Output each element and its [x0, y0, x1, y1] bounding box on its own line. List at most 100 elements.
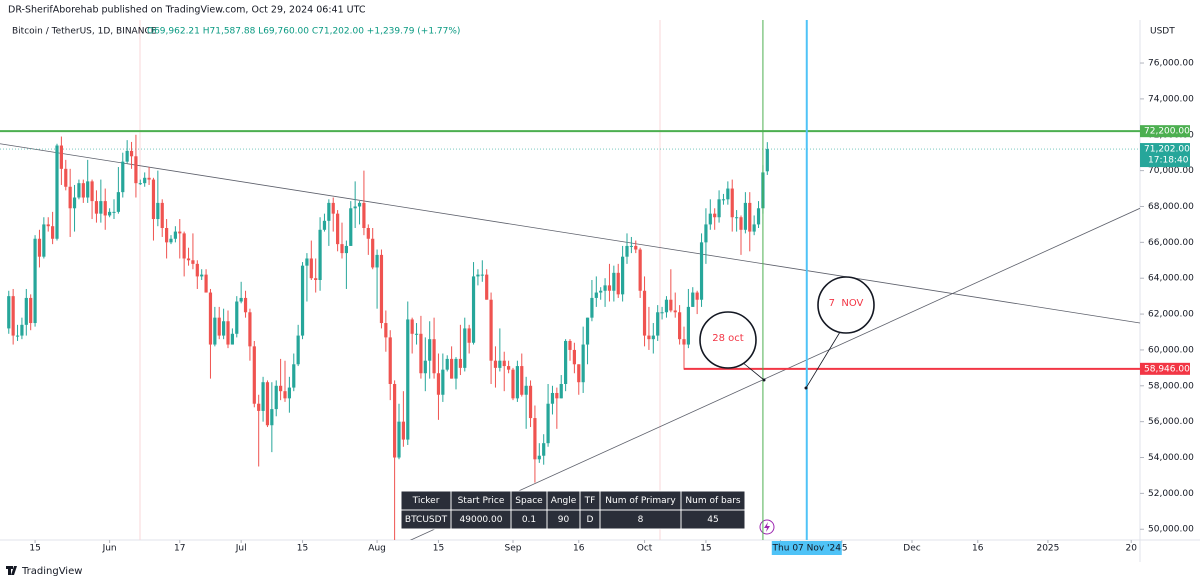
candle-body: [362, 202, 366, 228]
candle-body: [204, 274, 208, 293]
candle-body: [678, 312, 682, 340]
y-tick-label: 62,000.00: [1148, 310, 1194, 320]
y-tick-label: 66,000.00: [1148, 238, 1194, 248]
candle-body: [195, 263, 199, 277]
candle-body: [397, 421, 401, 458]
candle-body: [296, 335, 300, 365]
x-tick-label: 2025: [1036, 544, 1059, 554]
date-label-box: [771, 541, 842, 555]
candle-body: [143, 177, 147, 184]
countdown-label: 17:18:40: [1148, 156, 1189, 166]
candle-body: [222, 321, 226, 336]
candle-body: [318, 229, 322, 280]
candle-body: [752, 224, 756, 232]
callout-text: 7 NOV: [829, 298, 864, 309]
candle-body: [704, 224, 708, 243]
candle-body: [432, 339, 436, 374]
candle-body: [349, 208, 353, 246]
candle-body: [467, 328, 471, 343]
candle-body: [507, 366, 511, 370]
candle-body: [625, 245, 629, 257]
candle-body: [638, 249, 642, 291]
candle-body: [629, 245, 633, 247]
candle-body: [7, 296, 11, 329]
candle-body: [344, 245, 348, 254]
candle-body: [450, 358, 454, 379]
candle-body: [594, 292, 598, 298]
candle-body: [134, 156, 138, 184]
x-tick-label: 16: [573, 544, 585, 554]
candle-body: [77, 183, 81, 198]
candle-body: [612, 272, 616, 291]
candle-body: [406, 319, 410, 440]
candle-body: [300, 265, 305, 336]
y-tick-label: 70,000.00: [1148, 166, 1194, 176]
candle-body: [129, 150, 134, 157]
candle-body: [292, 364, 296, 388]
candle-body: [414, 333, 419, 335]
table-text: 90: [558, 515, 570, 525]
table-text: 0.1: [522, 515, 536, 525]
callout-pointer: [741, 361, 765, 381]
table-text: Num of bars: [685, 496, 741, 506]
candle-body: [46, 224, 50, 227]
candle-body: [651, 335, 655, 340]
y-tick-label: 58,000.00: [1148, 381, 1194, 391]
y-tick-label: 52,000.00: [1148, 489, 1194, 499]
candle-body: [11, 296, 15, 336]
candle-body: [480, 274, 484, 276]
y-tick-label: 76,000.00: [1148, 59, 1194, 69]
candle-body: [353, 206, 357, 209]
candle-body: [555, 392, 559, 399]
candle-body: [699, 242, 704, 300]
x-tick-label: Oct: [637, 544, 653, 554]
candle-body: [178, 231, 182, 234]
candle-body: [274, 385, 278, 410]
candle-body: [248, 312, 252, 347]
candle-body: [533, 418, 537, 460]
candle-body: [743, 202, 747, 230]
candle-body: [493, 360, 498, 368]
candle-body: [37, 238, 42, 257]
candle-body: [64, 168, 68, 187]
candle-body: [217, 317, 221, 336]
trend-line: [0, 143, 1140, 324]
table-text: TF: [584, 496, 596, 506]
candle-body: [463, 328, 467, 368]
candle-body: [147, 177, 151, 180]
x-tick-label: Jun: [102, 544, 117, 554]
candle-body: [208, 292, 213, 345]
candle-body: [252, 346, 256, 404]
candle-body: [647, 335, 651, 340]
candle-body: [68, 186, 72, 209]
y-tick-label: 68,000.00: [1148, 202, 1194, 212]
candle-body: [577, 364, 581, 383]
candle-body: [230, 333, 234, 345]
candle-body: [673, 310, 677, 313]
candle-body: [86, 181, 90, 198]
candle-body: [327, 202, 331, 221]
candle-body: [485, 274, 489, 300]
candle-body: [454, 358, 458, 379]
y-tick-label: 64,000.00: [1148, 274, 1194, 284]
candle-body: [419, 333, 423, 374]
candle-body: [283, 391, 287, 399]
table-text: 45: [707, 515, 718, 525]
candle-body: [90, 181, 94, 202]
candle-body: [502, 360, 506, 367]
candle-body: [384, 323, 388, 338]
candle-body: [340, 244, 344, 254]
candle-body: [528, 385, 533, 419]
candle-body: [173, 231, 177, 239]
header: DR-SherifAborehab published on TradingVi…: [8, 5, 366, 16]
candle-body: [695, 292, 699, 300]
candle-body: [287, 387, 291, 399]
x-tick-label: 17: [174, 544, 185, 554]
candle-body: [29, 297, 33, 324]
x-tick-label: Dec: [903, 544, 920, 554]
candle-body: [121, 161, 125, 193]
last-price-label: 71,202.00: [1144, 145, 1190, 155]
x-tick-label: 20: [1126, 544, 1138, 554]
